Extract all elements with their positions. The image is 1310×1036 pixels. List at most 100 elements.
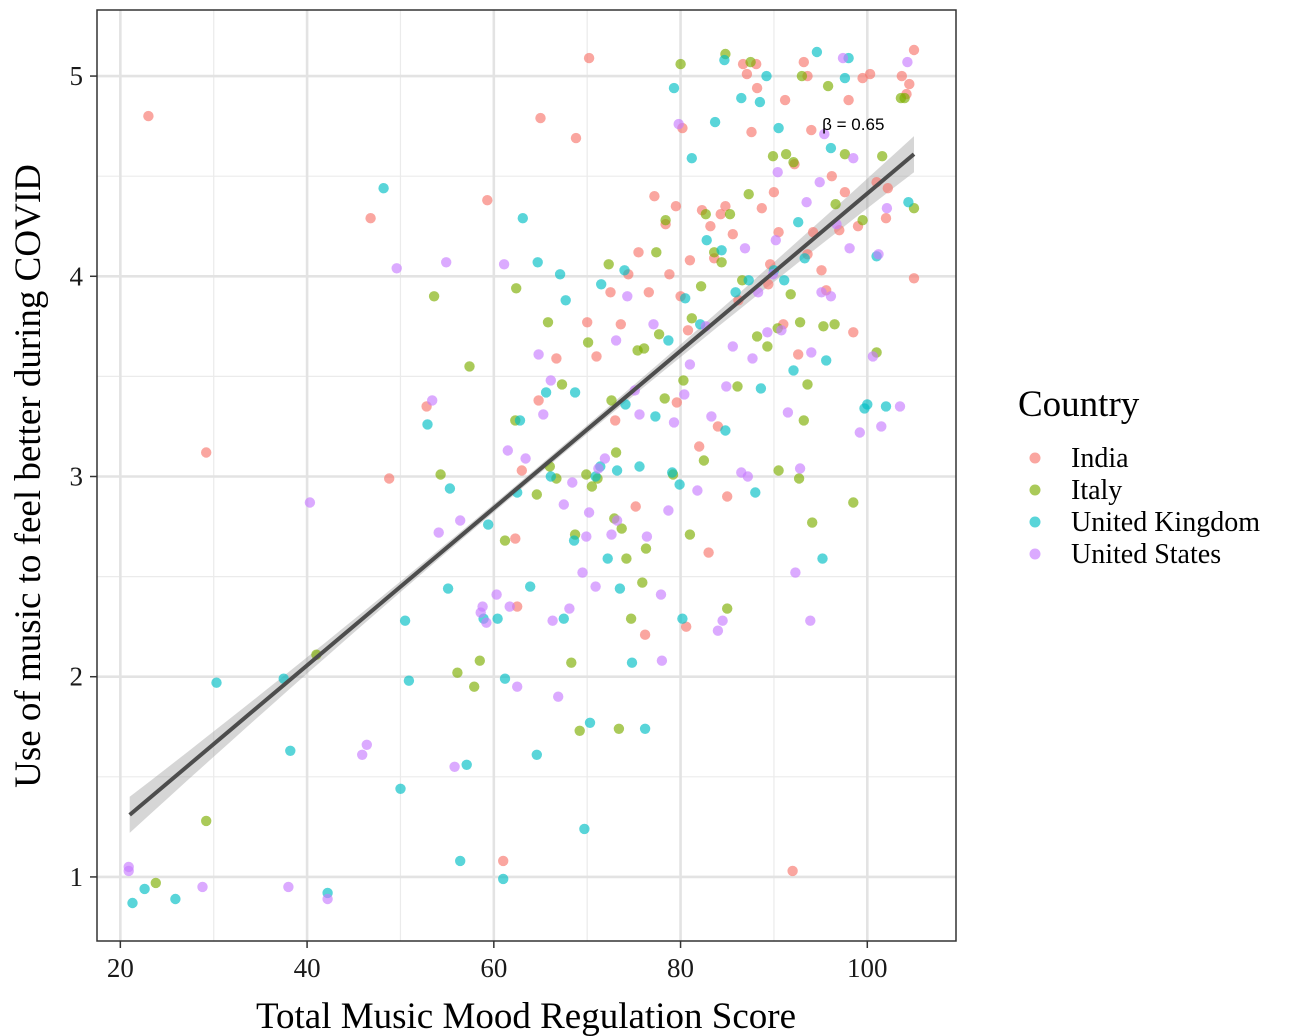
- legend-swatch: [1029, 452, 1041, 464]
- data-point: [776, 325, 787, 336]
- data-point: [768, 187, 780, 198]
- data-point: [452, 667, 463, 678]
- data-point: [673, 118, 684, 130]
- data-point: [727, 341, 738, 352]
- data-point: [670, 201, 682, 212]
- data-point: [862, 399, 873, 410]
- fit-line: [128, 152, 916, 817]
- beta-annotation: β = 0.65: [822, 115, 884, 134]
- data-point: [143, 110, 154, 122]
- data-point: [799, 253, 810, 264]
- data-point: [664, 269, 675, 280]
- data-point: [492, 613, 503, 624]
- data-point: [542, 317, 554, 328]
- data-point: [750, 487, 761, 498]
- data-point: [517, 213, 528, 224]
- data-point: [469, 681, 480, 692]
- data-point: [621, 553, 632, 564]
- data-point: [641, 531, 653, 542]
- data-point: [581, 531, 592, 542]
- y-tick-label: 5: [70, 61, 84, 91]
- data-point: [656, 655, 668, 666]
- legend-swatch: [1029, 516, 1041, 528]
- data-point: [643, 287, 654, 298]
- data-point: [678, 375, 689, 386]
- data-point: [741, 68, 753, 80]
- x-tick-label: 100: [847, 953, 888, 983]
- data-point: [304, 497, 316, 508]
- data-point: [614, 583, 626, 594]
- data-point: [633, 247, 644, 258]
- data-point: [788, 365, 799, 376]
- data-point: [399, 615, 411, 626]
- data-point: [772, 167, 783, 178]
- data-point: [727, 229, 738, 240]
- data-point: [894, 401, 906, 412]
- data-point: [722, 603, 733, 614]
- data-point: [391, 263, 402, 274]
- data-point: [706, 411, 717, 422]
- data-point: [531, 749, 542, 760]
- data-point: [826, 171, 837, 182]
- data-point: [568, 535, 580, 546]
- data-point: [798, 56, 809, 68]
- data-point: [805, 615, 816, 626]
- y-tick-label: 4: [70, 261, 84, 291]
- data-point: [807, 517, 818, 528]
- data-point: [590, 471, 601, 482]
- data-point: [384, 473, 395, 484]
- data-point: [793, 217, 804, 228]
- data-point: [745, 56, 756, 68]
- data-point: [903, 197, 914, 208]
- data-point: [751, 82, 763, 94]
- data-point: [692, 485, 703, 496]
- data-point: [590, 581, 601, 592]
- data-point: [648, 319, 659, 330]
- data-point: [586, 481, 598, 492]
- data-point: [435, 469, 446, 480]
- data-point: [829, 319, 840, 330]
- data-point: [700, 209, 711, 220]
- data-point: [150, 877, 161, 889]
- data-point: [705, 221, 716, 232]
- data-point: [357, 749, 368, 760]
- data-point: [514, 415, 526, 426]
- data-point: [788, 157, 799, 168]
- data-point: [724, 209, 736, 220]
- data-point: [663, 335, 674, 346]
- data-point: [579, 823, 590, 835]
- data-point: [610, 447, 622, 458]
- data-point: [535, 112, 546, 124]
- data-point: [717, 615, 728, 626]
- data-point: [616, 523, 627, 534]
- data-point: [817, 553, 828, 564]
- data-point: [504, 601, 515, 612]
- data-point: [806, 124, 817, 136]
- data-point: [864, 68, 876, 80]
- data-point: [686, 153, 697, 164]
- data-point: [538, 409, 549, 420]
- data-point: [671, 397, 682, 408]
- data-point: [512, 681, 523, 692]
- data-point: [746, 126, 757, 138]
- data-point: [848, 497, 859, 508]
- data-point: [880, 213, 892, 224]
- data-point: [197, 881, 208, 893]
- data-point: [428, 291, 440, 302]
- data-point: [499, 673, 511, 684]
- data-point: [904, 78, 915, 90]
- data-point: [639, 723, 651, 734]
- data-point: [675, 58, 686, 70]
- data-point: [491, 589, 502, 600]
- data-point: [395, 783, 406, 794]
- data-point: [762, 327, 773, 338]
- data-point: [680, 293, 691, 304]
- data-point: [560, 295, 571, 306]
- x-axis-title: Total Music Mood Regulation Score: [256, 996, 796, 1036]
- y-axis-title: Use of music to feel better during COVID: [8, 164, 49, 788]
- data-point: [787, 865, 798, 877]
- data-point: [814, 177, 825, 188]
- data-point: [816, 265, 827, 276]
- legend-item: United Kingdom: [1029, 507, 1260, 538]
